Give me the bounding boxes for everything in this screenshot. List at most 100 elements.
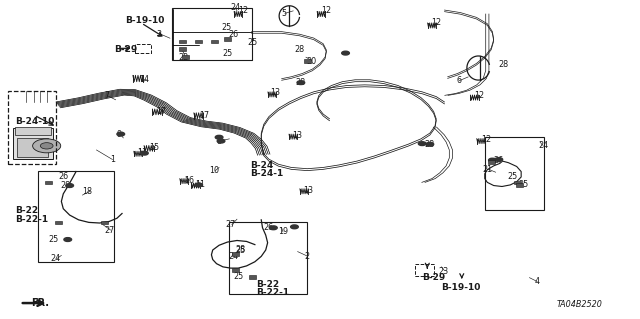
Text: 8: 8 bbox=[216, 137, 221, 145]
Text: 12: 12 bbox=[481, 135, 491, 144]
Text: 18: 18 bbox=[82, 187, 92, 197]
Text: 26: 26 bbox=[58, 173, 68, 182]
Bar bbox=[38, 171, 115, 262]
Circle shape bbox=[195, 183, 202, 187]
Text: 5: 5 bbox=[281, 9, 286, 18]
Bar bbox=[13, 128, 53, 159]
Text: 6: 6 bbox=[457, 76, 461, 85]
Bar bbox=[515, 181, 522, 184]
Circle shape bbox=[291, 225, 298, 229]
Text: 3: 3 bbox=[157, 30, 161, 39]
Circle shape bbox=[297, 81, 305, 85]
Text: 28: 28 bbox=[294, 45, 305, 55]
Text: 17: 17 bbox=[157, 107, 166, 116]
Circle shape bbox=[269, 226, 277, 230]
Bar bbox=[250, 275, 257, 279]
Text: 7: 7 bbox=[105, 92, 110, 100]
Text: 25: 25 bbox=[48, 235, 58, 244]
Bar bbox=[415, 264, 434, 276]
Text: B-19-10: B-19-10 bbox=[442, 283, 481, 292]
Bar bbox=[232, 252, 239, 256]
Bar bbox=[15, 127, 51, 135]
Text: 25: 25 bbox=[221, 23, 231, 32]
Text: 25: 25 bbox=[233, 272, 243, 281]
Text: 19: 19 bbox=[278, 227, 288, 236]
Text: 28: 28 bbox=[499, 60, 509, 69]
Text: 24: 24 bbox=[230, 3, 240, 12]
Text: 13: 13 bbox=[292, 131, 303, 140]
Bar bbox=[516, 183, 523, 187]
Circle shape bbox=[64, 238, 72, 241]
Text: 1: 1 bbox=[110, 155, 115, 164]
Text: 9: 9 bbox=[116, 130, 122, 138]
Text: 11: 11 bbox=[195, 180, 205, 189]
Bar bbox=[304, 59, 311, 63]
Bar bbox=[172, 8, 252, 60]
Text: 28: 28 bbox=[425, 140, 435, 149]
Bar bbox=[182, 56, 189, 59]
Text: TA04B2520: TA04B2520 bbox=[556, 300, 602, 309]
Text: 23: 23 bbox=[438, 267, 448, 276]
Text: 24: 24 bbox=[538, 141, 548, 150]
Bar bbox=[135, 44, 151, 53]
Circle shape bbox=[217, 139, 225, 143]
Bar bbox=[484, 137, 543, 210]
Bar bbox=[45, 181, 52, 184]
Circle shape bbox=[40, 143, 53, 149]
Text: FR.: FR. bbox=[31, 298, 49, 308]
Text: 21: 21 bbox=[483, 165, 492, 174]
Bar bbox=[8, 91, 56, 164]
Text: B-22-1: B-22-1 bbox=[256, 288, 289, 297]
Bar bbox=[232, 268, 239, 272]
Text: 26: 26 bbox=[493, 156, 504, 165]
Circle shape bbox=[66, 184, 74, 188]
Text: B-29: B-29 bbox=[115, 45, 138, 55]
Text: 27: 27 bbox=[104, 226, 115, 234]
Text: B-22: B-22 bbox=[256, 279, 279, 288]
Bar bbox=[211, 40, 218, 43]
Bar bbox=[195, 40, 202, 43]
Text: 25: 25 bbox=[222, 48, 232, 58]
Bar bbox=[17, 138, 48, 157]
Text: 12: 12 bbox=[475, 92, 484, 100]
Text: B-19-10: B-19-10 bbox=[125, 16, 164, 25]
Circle shape bbox=[342, 51, 349, 55]
Circle shape bbox=[117, 132, 125, 136]
Bar bbox=[179, 40, 186, 43]
Text: 24: 24 bbox=[228, 252, 239, 261]
Circle shape bbox=[488, 158, 496, 162]
Text: 10: 10 bbox=[210, 166, 220, 175]
Text: B-22-1: B-22-1 bbox=[15, 215, 48, 224]
Text: 11: 11 bbox=[138, 148, 147, 157]
Bar bbox=[229, 222, 307, 293]
Circle shape bbox=[426, 142, 434, 146]
Text: 16: 16 bbox=[184, 176, 194, 185]
Text: 22: 22 bbox=[179, 53, 189, 62]
Text: 20: 20 bbox=[307, 56, 317, 65]
Text: 28: 28 bbox=[235, 245, 245, 254]
Text: 28: 28 bbox=[296, 78, 306, 87]
Text: B-24-1: B-24-1 bbox=[250, 169, 283, 178]
Text: 15: 15 bbox=[149, 143, 159, 152]
Text: 24: 24 bbox=[50, 254, 60, 263]
Text: B-29: B-29 bbox=[422, 273, 445, 282]
Circle shape bbox=[419, 142, 426, 145]
Text: 26: 26 bbox=[228, 30, 239, 39]
Text: 13: 13 bbox=[270, 88, 280, 97]
Text: 12: 12 bbox=[431, 19, 442, 27]
Text: 28: 28 bbox=[61, 181, 71, 190]
Text: B-24-10: B-24-10 bbox=[15, 117, 54, 126]
Text: 27: 27 bbox=[225, 220, 236, 229]
Text: 14: 14 bbox=[140, 75, 149, 84]
Bar bbox=[488, 160, 495, 164]
Text: 12: 12 bbox=[321, 6, 332, 15]
Text: 17: 17 bbox=[198, 111, 209, 120]
Bar bbox=[224, 37, 231, 41]
Circle shape bbox=[495, 158, 502, 161]
Text: 26: 26 bbox=[264, 223, 274, 232]
Text: B-22: B-22 bbox=[15, 206, 38, 215]
Text: 25: 25 bbox=[508, 172, 518, 181]
Text: 25: 25 bbox=[235, 246, 245, 255]
Text: 2: 2 bbox=[305, 252, 310, 261]
Text: 25: 25 bbox=[518, 181, 528, 189]
